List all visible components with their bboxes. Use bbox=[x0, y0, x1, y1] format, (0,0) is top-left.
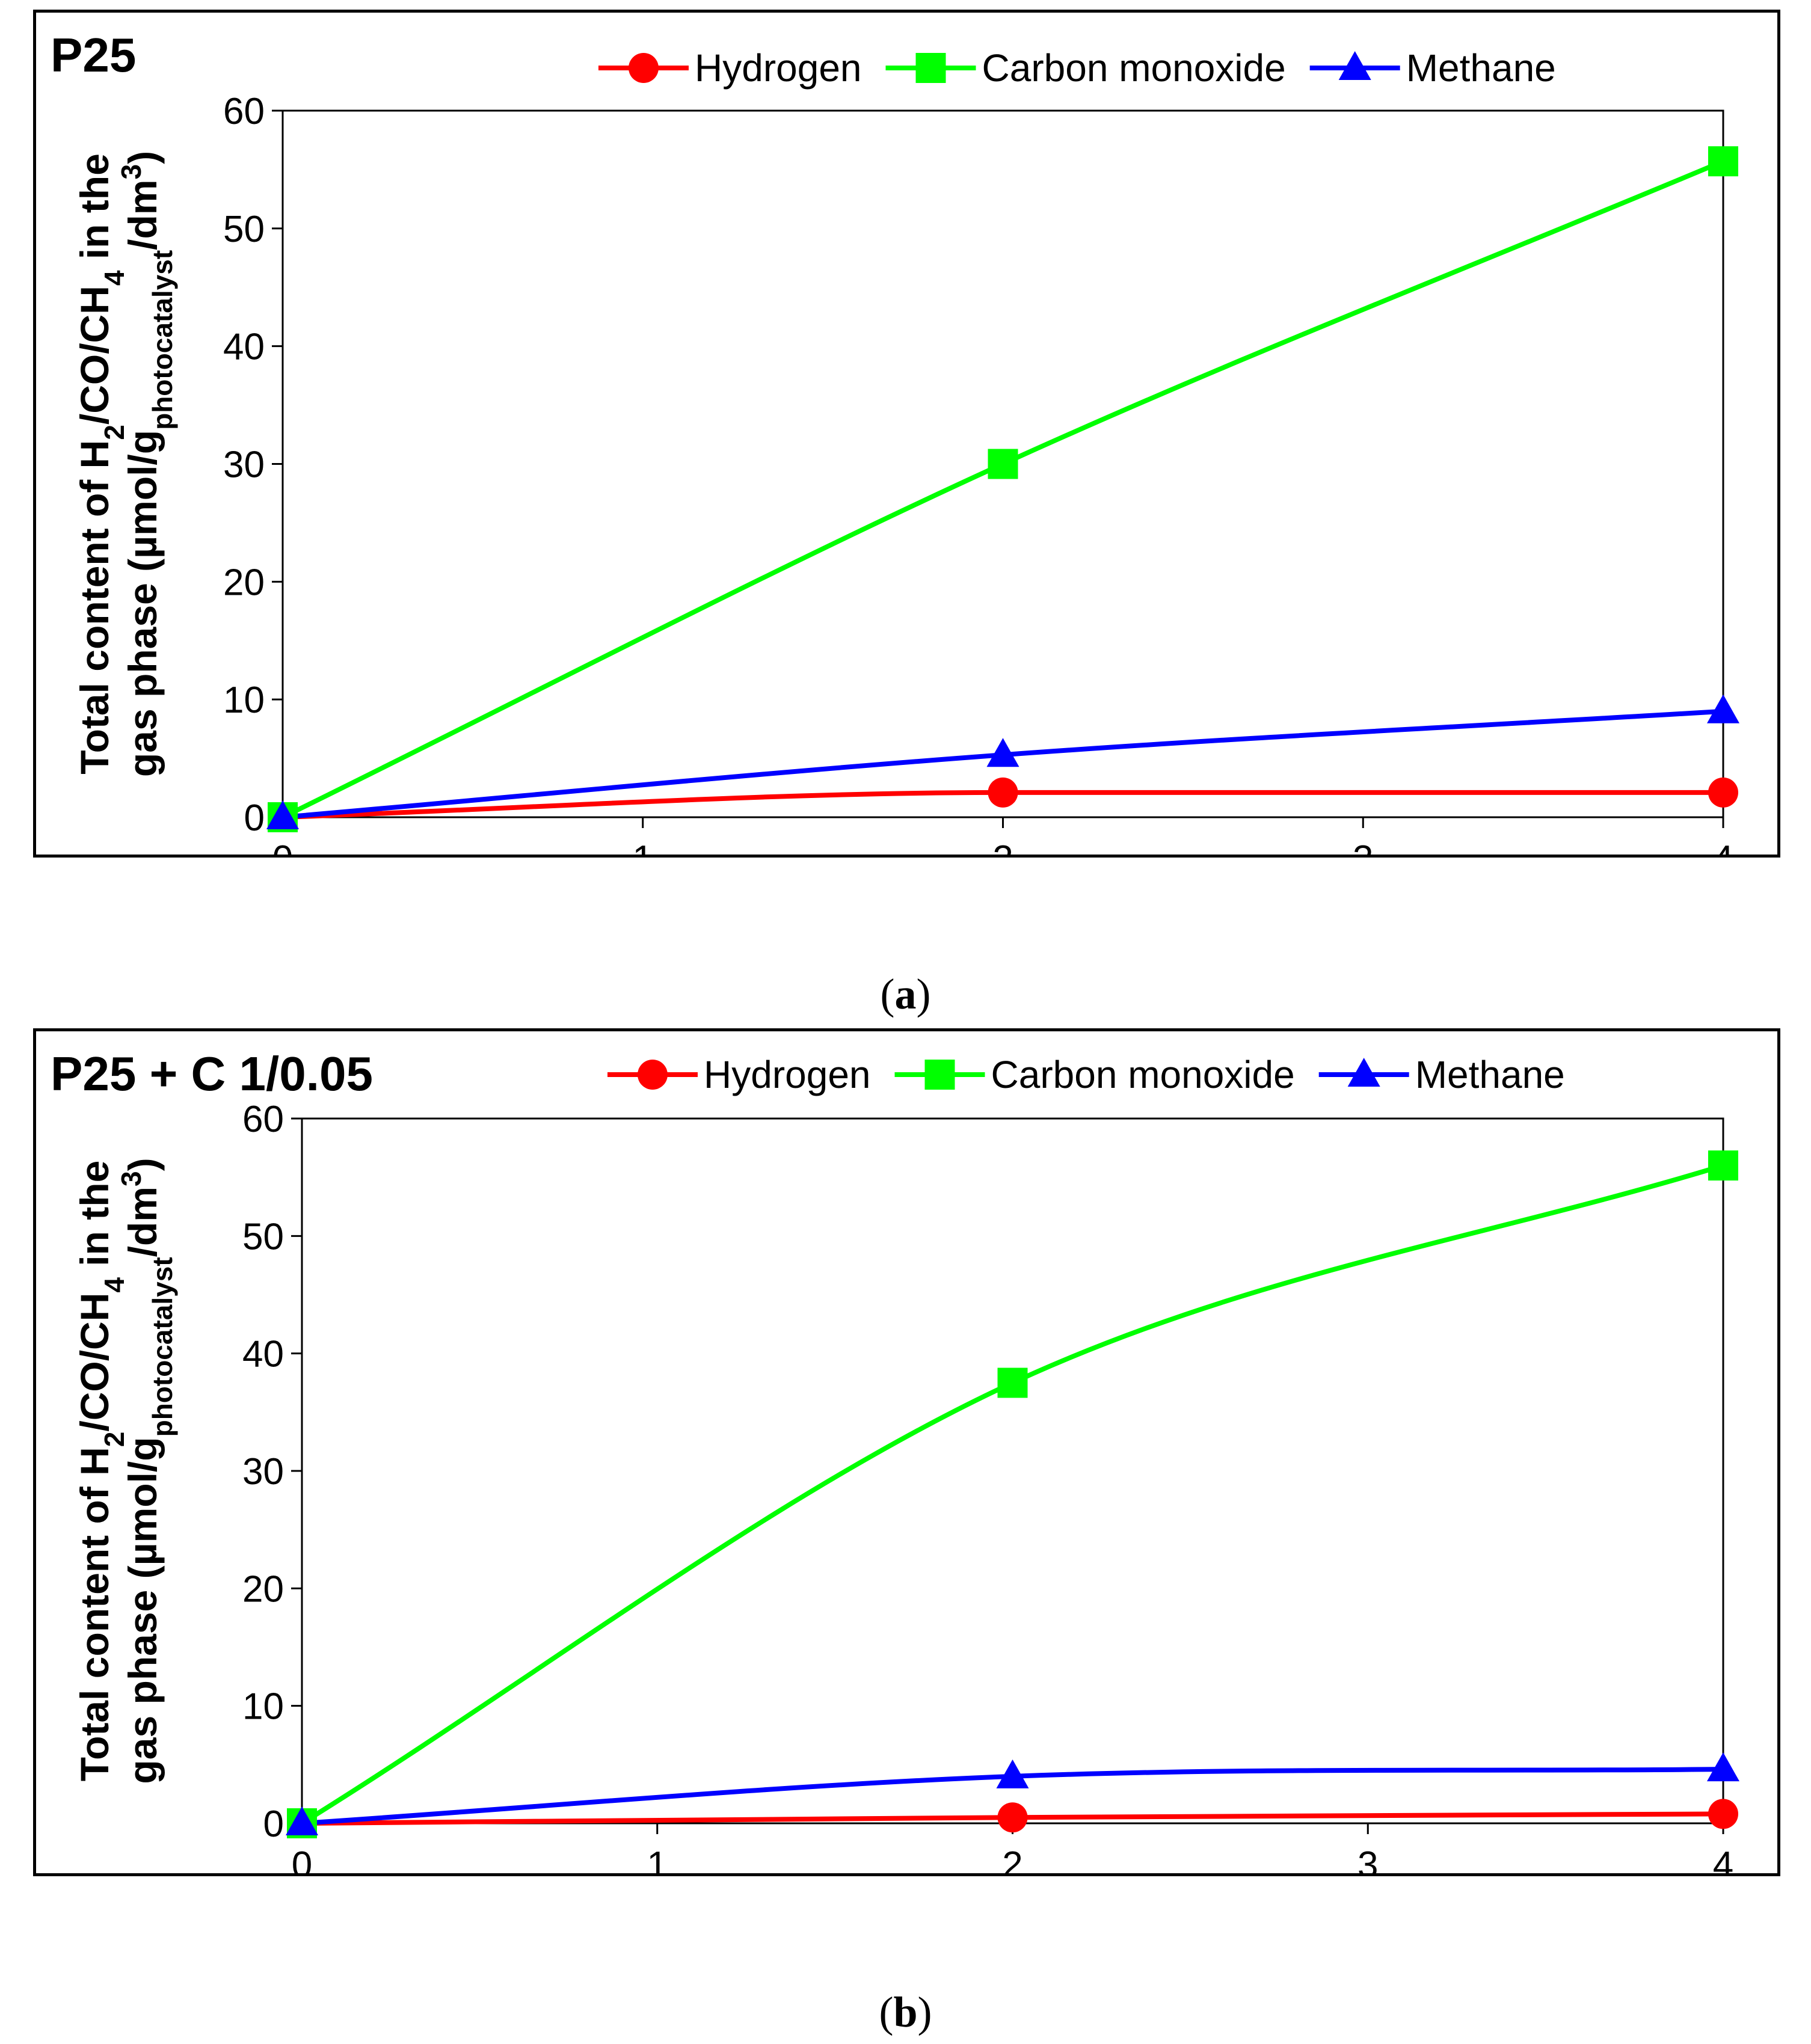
data-point-methane bbox=[1707, 1752, 1739, 1782]
x-tick-label: 0 bbox=[292, 1844, 312, 1873]
data-point-methane bbox=[996, 1759, 1029, 1788]
y-tick-label: 30 bbox=[223, 444, 265, 486]
x-tick-label: 2 bbox=[1002, 1844, 1022, 1873]
legend-label-carbon-monoxide: Carbon monoxide bbox=[982, 46, 1286, 90]
legend-marker-methane bbox=[1338, 51, 1371, 80]
data-point-carbon-monoxide bbox=[997, 1367, 1028, 1398]
x-tick-label: 3 bbox=[1353, 838, 1373, 855]
legend-label-methane: Methane bbox=[1406, 46, 1556, 90]
y-tick-label: 60 bbox=[223, 91, 265, 132]
legend-marker-hydrogen bbox=[629, 53, 659, 83]
y-tick-label: 20 bbox=[242, 1568, 284, 1610]
y-tick-label: 40 bbox=[242, 1334, 284, 1375]
caption-b-letter: b bbox=[893, 1988, 918, 2036]
y-axis-label-line1: Total content of H2/CO/CH4 in the bbox=[72, 153, 130, 775]
data-point-methane bbox=[1707, 694, 1739, 723]
x-tick-label: 4 bbox=[1713, 838, 1733, 855]
data-point-methane bbox=[266, 800, 299, 829]
legend-marker-carbon-monoxide bbox=[924, 1060, 955, 1090]
series-line-carbon-monoxide bbox=[300, 1163, 1724, 1826]
y-tick-label: 40 bbox=[223, 327, 265, 368]
chart-a: P25010203040506001234Process time (h)Tot… bbox=[51, 28, 1739, 855]
caption-a: (a) bbox=[880, 970, 931, 1018]
legend: Hydrogen Carbon monoxide Methane bbox=[607, 1053, 1565, 1096]
y-tick-label: 10 bbox=[242, 1686, 284, 1728]
y-tick-label: 10 bbox=[223, 680, 265, 721]
data-point-methane bbox=[286, 1806, 318, 1835]
data-point-hydrogen bbox=[997, 1802, 1028, 1833]
series-line-carbon-monoxide bbox=[281, 159, 1724, 820]
x-tick-label: 0 bbox=[272, 838, 293, 855]
y-tick-label: 0 bbox=[244, 797, 265, 839]
x-tick-label: 2 bbox=[992, 838, 1013, 855]
data-point-carbon-monoxide bbox=[1708, 1150, 1738, 1181]
legend-marker-methane bbox=[1347, 1058, 1380, 1087]
panel-title: P25 + C 1/0.05 bbox=[51, 1047, 373, 1100]
legend-label-carbon-monoxide: Carbon monoxide bbox=[991, 1053, 1295, 1096]
legend-label-hydrogen: Hydrogen bbox=[704, 1053, 871, 1096]
legend-label-methane: Methane bbox=[1415, 1053, 1565, 1096]
panel-title: P25 bbox=[51, 28, 136, 82]
y-tick-label: 30 bbox=[242, 1451, 284, 1493]
series-markers-carbon-monoxide bbox=[268, 146, 1738, 832]
chart-panel-a: P25010203040506001234Process time (h)Tot… bbox=[33, 10, 1780, 858]
legend-marker-hydrogen bbox=[638, 1060, 668, 1090]
legend-marker-carbon-monoxide bbox=[915, 53, 946, 83]
y-axis-label-line2: gas phase (µmol/gphotocatalyst/dm3) bbox=[115, 151, 178, 777]
data-point-hydrogen bbox=[1708, 777, 1738, 808]
y-axis-label-line1: Total content of H2/CO/CH4 in the bbox=[72, 1161, 130, 1782]
x-tick-label: 4 bbox=[1713, 1844, 1733, 1873]
chart-panel-b: P25 + C 1/0.05010203040506001234Process … bbox=[33, 1028, 1780, 1876]
legend: Hydrogen Carbon monoxide Methane bbox=[598, 46, 1556, 90]
series-markers-methane bbox=[286, 1752, 1739, 1835]
data-point-hydrogen bbox=[1708, 1799, 1738, 1829]
x-tick-label: 1 bbox=[633, 838, 653, 855]
x-tick-label: 3 bbox=[1357, 1844, 1378, 1873]
y-tick-label: 0 bbox=[263, 1803, 284, 1845]
y-tick-label: 60 bbox=[242, 1099, 284, 1140]
series-markers-hydrogen bbox=[287, 1799, 1738, 1838]
data-point-carbon-monoxide bbox=[1708, 146, 1738, 177]
caption-a-letter: a bbox=[894, 970, 917, 1018]
y-tick-label: 50 bbox=[242, 1216, 284, 1257]
data-point-carbon-monoxide bbox=[988, 449, 1018, 479]
chart-b: P25 + C 1/0.05010203040506001234Process … bbox=[51, 1047, 1739, 1873]
data-point-hydrogen bbox=[988, 777, 1018, 808]
series-markers-carbon-monoxide bbox=[287, 1150, 1738, 1838]
y-tick-label: 50 bbox=[223, 209, 265, 250]
caption-b: (b) bbox=[879, 1988, 932, 2036]
y-axis-label-line2: gas phase (µmol/gphotocatalyst/dm3) bbox=[115, 1158, 178, 1784]
y-tick-label: 20 bbox=[223, 562, 265, 603]
legend-label-hydrogen: Hydrogen bbox=[695, 46, 862, 90]
data-point-methane bbox=[986, 738, 1019, 767]
x-tick-label: 1 bbox=[647, 1844, 668, 1873]
series-markers-methane bbox=[266, 694, 1739, 829]
